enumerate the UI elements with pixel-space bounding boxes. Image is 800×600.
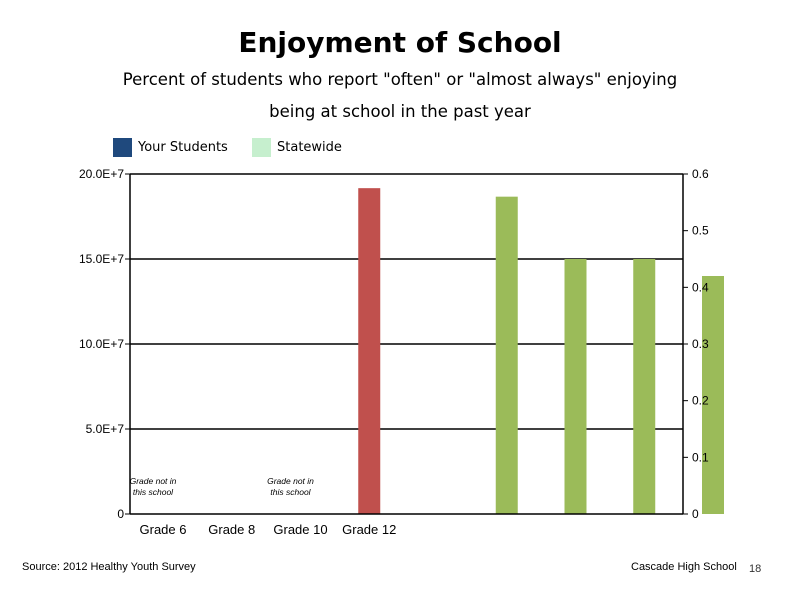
legend-label-your-students: Your Students xyxy=(138,139,228,155)
legend-item-statewide: Statewide xyxy=(252,137,342,157)
bar-4 xyxy=(633,259,656,514)
left-tick-label: 5.0E+7 xyxy=(86,422,125,436)
source-note: Source: 2012 Healthy Youth Survey xyxy=(22,561,196,573)
annotation-not-in-school: Grade not in this school xyxy=(130,476,177,497)
left-tick-label: 20.0E+7 xyxy=(79,167,124,181)
right-tick-label: 0.5 xyxy=(692,224,709,238)
bar-1 xyxy=(358,188,381,514)
school-name: Cascade High School xyxy=(631,561,737,573)
right-tick-label: 0.4 xyxy=(692,280,709,294)
chart-subtitle: Percent of students who report "often" o… xyxy=(122,70,678,121)
legend-label-statewide: Statewide xyxy=(277,139,342,155)
legend-item-your-students: Your Students xyxy=(113,137,228,157)
right-tick-label: 0.1 xyxy=(692,450,709,464)
page-number: 18 xyxy=(749,563,762,575)
chart-title: Enjoyment of School xyxy=(238,26,562,59)
category-label: Grade 6 xyxy=(140,522,187,537)
category-label: Grade 10 xyxy=(273,522,327,537)
legend-swatch-your-students xyxy=(113,137,132,157)
bar-2 xyxy=(495,196,518,514)
legend-swatch-statewide xyxy=(252,137,271,157)
right-tick-label: 0 xyxy=(692,507,699,521)
bar-5 xyxy=(702,276,724,514)
right-tick-label: 0.2 xyxy=(692,394,709,408)
annotation-not-in-school: Grade not in this school xyxy=(267,476,314,497)
category-label: Grade 8 xyxy=(208,522,255,537)
left-tick-label: 15.0E+7 xyxy=(79,252,124,266)
right-tick-label: 0.3 xyxy=(692,337,709,351)
bar-3 xyxy=(564,259,587,514)
left-tick-label: 0 xyxy=(117,507,124,521)
right-tick-label: 0.6 xyxy=(692,167,709,181)
category-label: Grade 12 xyxy=(342,522,396,537)
left-tick-label: 10.0E+7 xyxy=(79,337,124,351)
